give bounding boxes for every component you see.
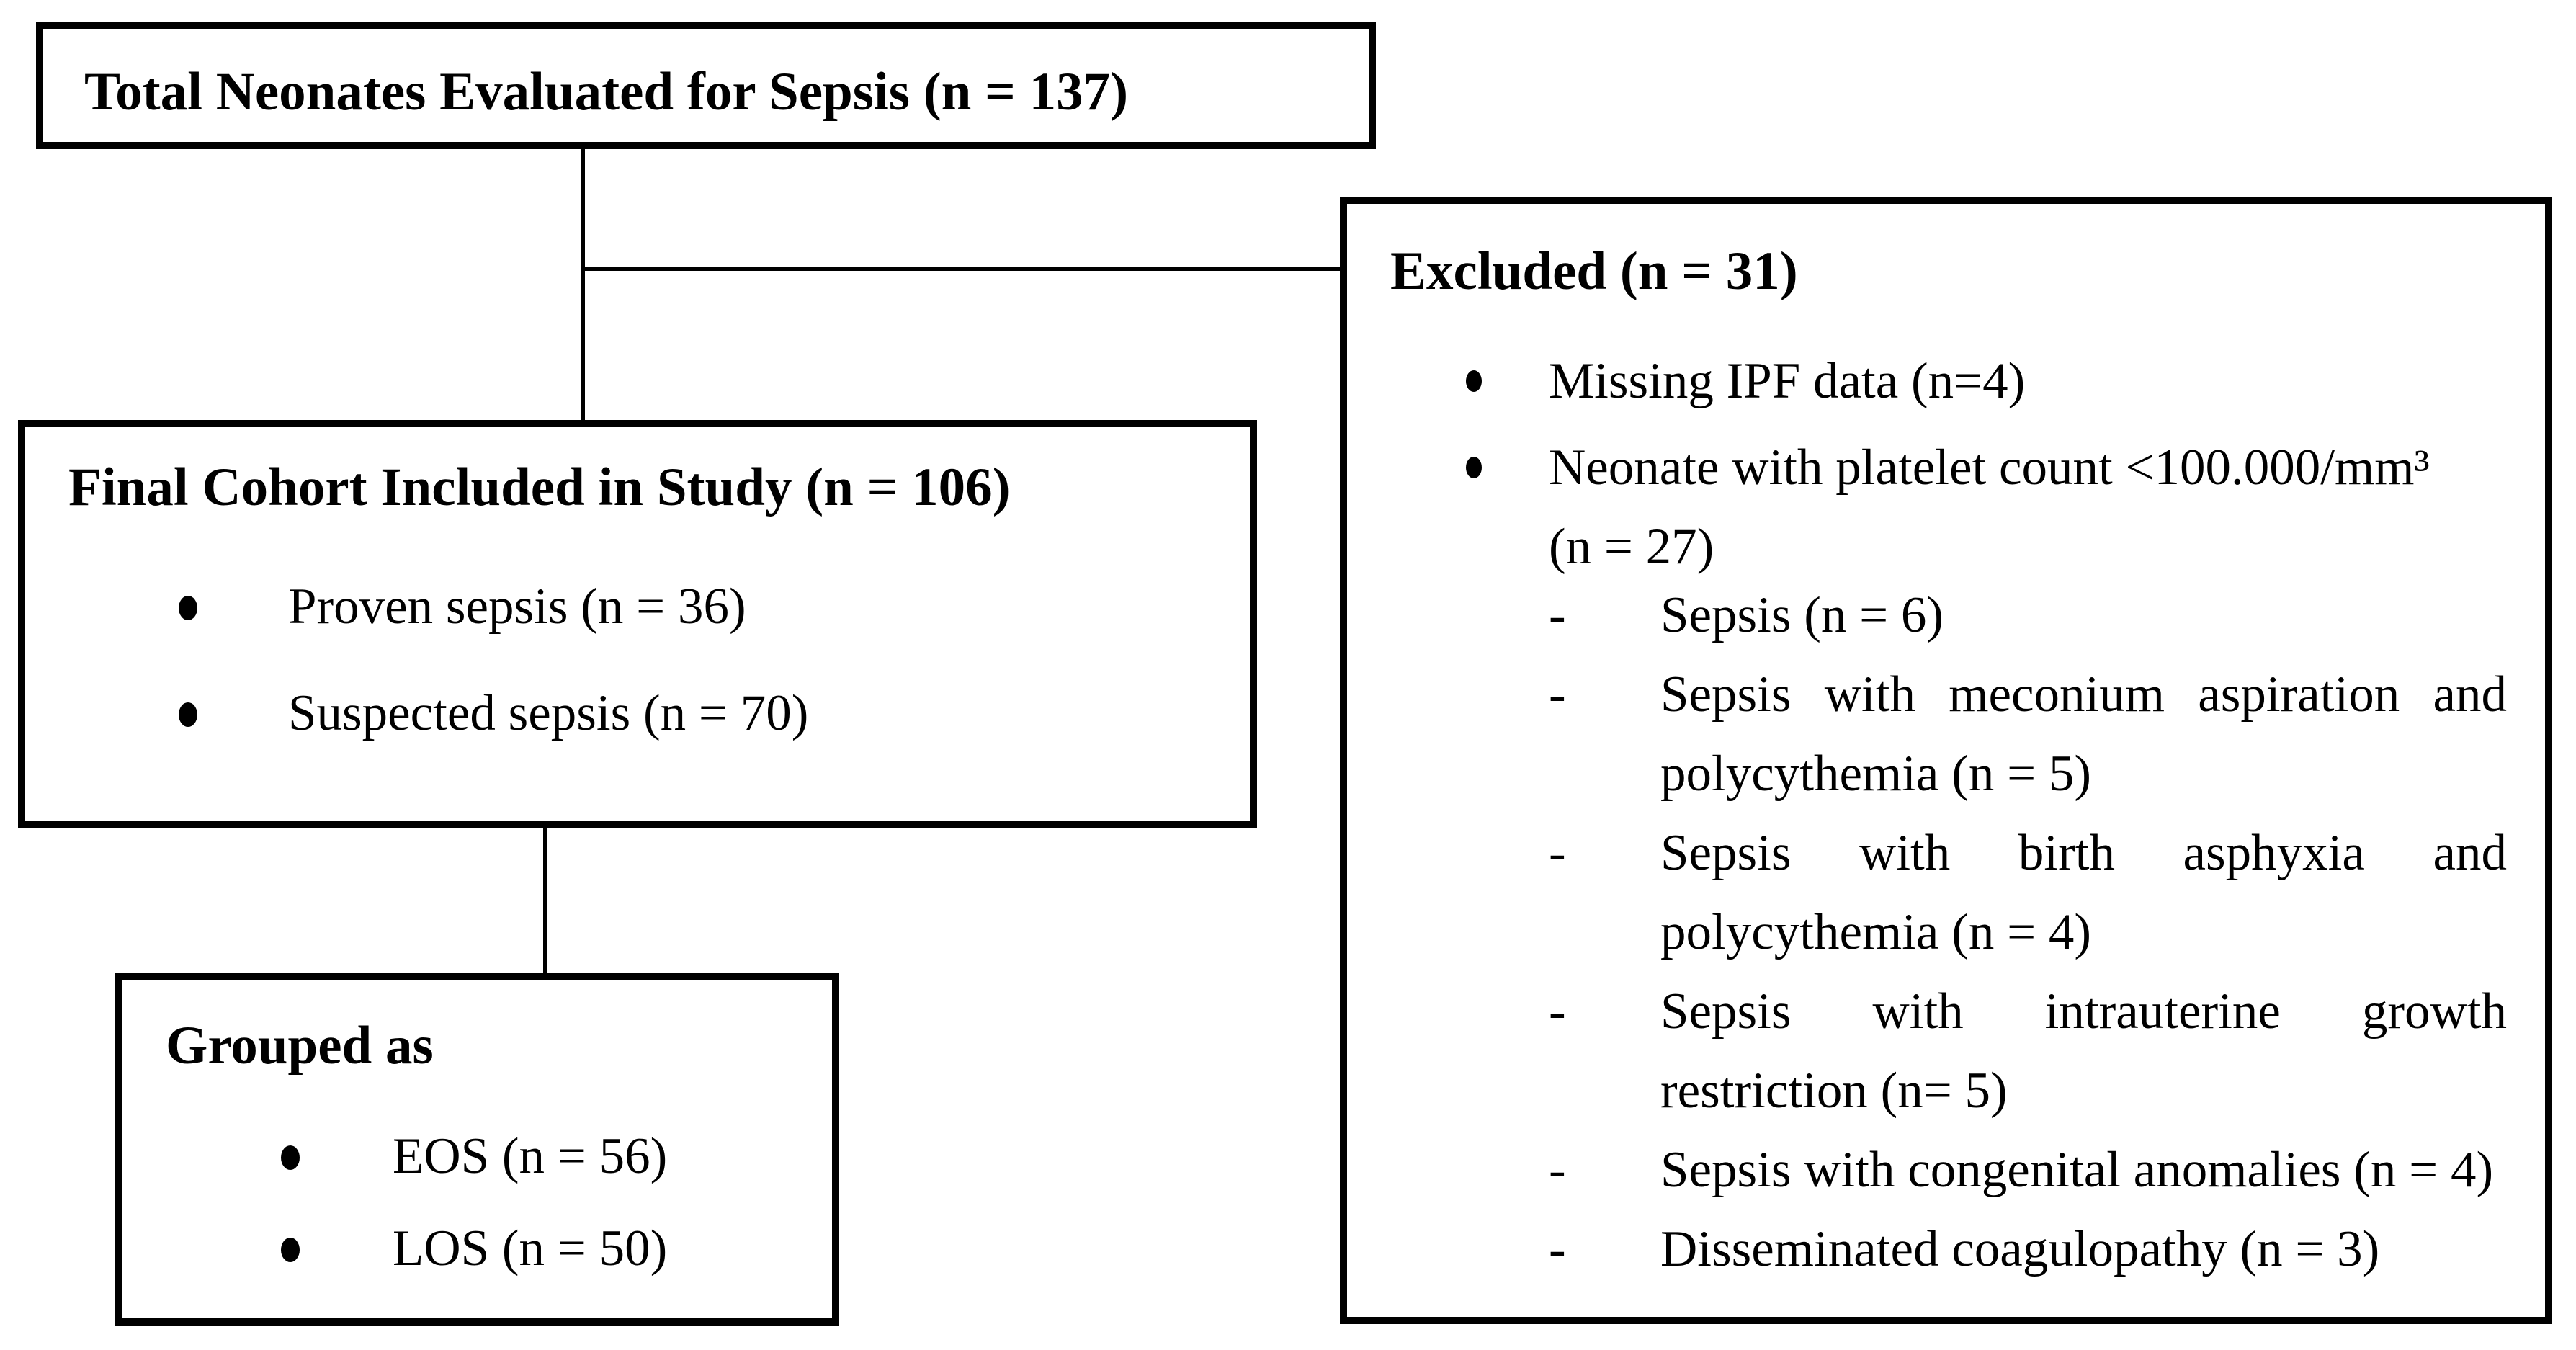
total-neonates-box: Total Neonates Evaluated for Sepsis (n =… — [36, 22, 1376, 149]
suspected-sepsis-label: Suspected sepsis (n = 70) — [288, 685, 809, 741]
list-item: Suspected sepsis (n = 70) — [179, 674, 808, 753]
list-item: EOS (n = 56) — [281, 1117, 667, 1196]
excluded-box: Excluded (n = 31) Missing IPF data (n=4)… — [1340, 197, 2552, 1324]
final-cohort-box: Final Cohort Included in Study (n = 106)… — [18, 420, 1257, 828]
total-neonates-title: Total Neonates Evaluated for Sepsis (n =… — [84, 62, 1129, 122]
grouped-as-box: Grouped as EOS (n = 56) LOS (n = 50) — [115, 973, 839, 1326]
list-item: Proven sepsis (n = 36) — [179, 567, 746, 646]
dash-icon: - — [1549, 825, 1566, 881]
dash-icon: - — [1549, 1142, 1566, 1198]
platelet-count-label: Neonate with platelet count <100.000/mm³… — [1549, 439, 2430, 575]
list-item: - Disseminated coagulopathy (n = 3) — [1549, 1210, 2507, 1289]
connector-top-to-final-cohort — [581, 149, 585, 420]
dash-icon: - — [1549, 983, 1566, 1040]
meconium-aspiration-label: Sepsis with meconium aspiration and poly… — [1660, 666, 2507, 802]
list-item: Neonate with platelet count <100.000/mm³… — [1466, 428, 2507, 586]
growth-restriction-label: Sepsis with intrauterine growth restrict… — [1660, 983, 2507, 1119]
excluded-title: Excluded (n = 31) — [1390, 241, 1798, 301]
final-cohort-title: Final Cohort Included in Study (n = 106) — [68, 457, 1011, 517]
missing-ipf-label: Missing IPF data (n=4) — [1549, 353, 2026, 409]
connector-final-cohort-to-grouped — [543, 828, 547, 973]
list-item: - Sepsis with birth asphyxia and polycyt… — [1549, 813, 2507, 972]
eos-label: EOS (n = 56) — [393, 1128, 668, 1184]
list-item: - Sepsis with meconium aspiration and po… — [1549, 655, 2507, 813]
sepsis-label: Sepsis (n = 6) — [1660, 587, 1944, 643]
dash-icon: - — [1549, 666, 1566, 723]
dash-icon: - — [1549, 1221, 1566, 1277]
connector-branch-to-excluded — [581, 267, 1340, 271]
los-label: LOS (n = 50) — [393, 1220, 668, 1277]
disseminated-coagulopathy-label: Disseminated coagulopathy (n = 3) — [1660, 1221, 2380, 1277]
congenital-anomalies-label: Sepsis with congenital anomalies (n = 4) — [1660, 1142, 2494, 1198]
dash-icon: - — [1549, 587, 1566, 643]
list-item: - Sepsis with intrauterine growth restri… — [1549, 972, 2507, 1130]
list-item: - Sepsis (n = 6) — [1549, 576, 2507, 655]
proven-sepsis-label: Proven sepsis (n = 36) — [288, 578, 746, 635]
grouped-as-title: Grouped as — [166, 1016, 434, 1076]
list-item: Missing IPF data (n=4) — [1466, 341, 2507, 421]
list-item: LOS (n = 50) — [281, 1209, 667, 1288]
list-item: - Sepsis with congenital anomalies (n = … — [1549, 1130, 2507, 1210]
birth-asphyxia-label: Sepsis with birth asphyxia and polycythe… — [1660, 825, 2507, 960]
